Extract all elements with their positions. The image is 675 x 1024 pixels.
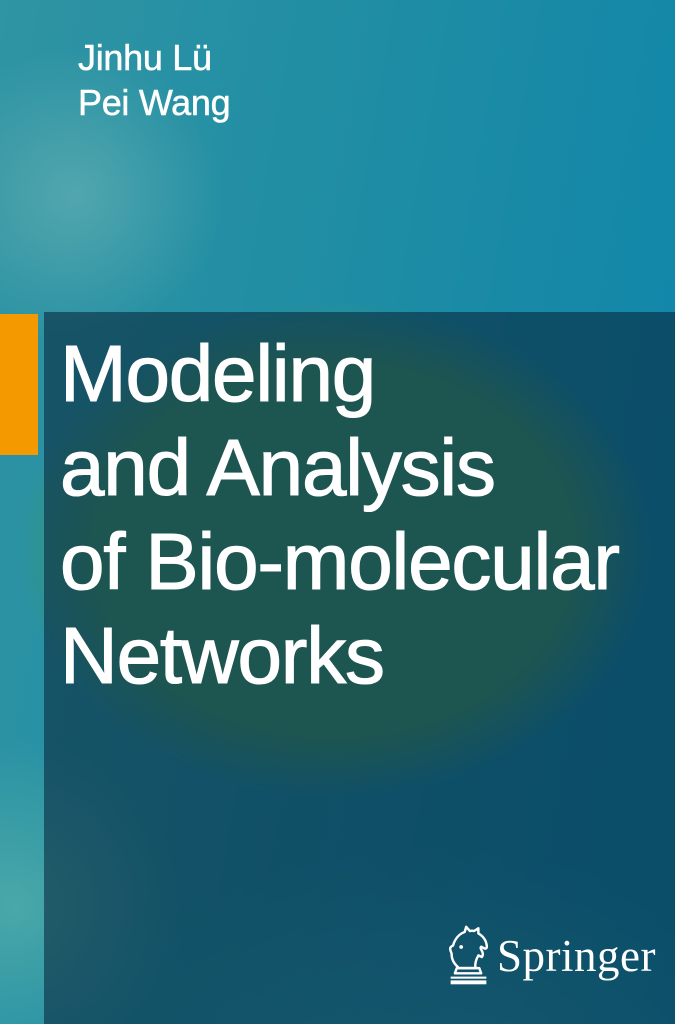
book-title: Modeling and Analysis of Bio-molecular N… (59, 327, 620, 703)
orange-accent-tab (0, 314, 38, 455)
title-line: Modeling (59, 328, 376, 418)
title-line: and Analysis (59, 422, 496, 512)
author-name: Jinhu Lü (78, 37, 213, 79)
publisher-name: Springer (497, 931, 656, 981)
title-panel (44, 312, 675, 1024)
springer-horse-icon (448, 925, 489, 985)
title-line: Networks (59, 610, 385, 700)
author-names: Jinhu Lü Pei Wang (78, 35, 231, 125)
author-name: Pei Wang (78, 82, 231, 124)
title-line: of Bio-molecular (59, 516, 620, 606)
publisher-logo: Springer (444, 924, 664, 994)
